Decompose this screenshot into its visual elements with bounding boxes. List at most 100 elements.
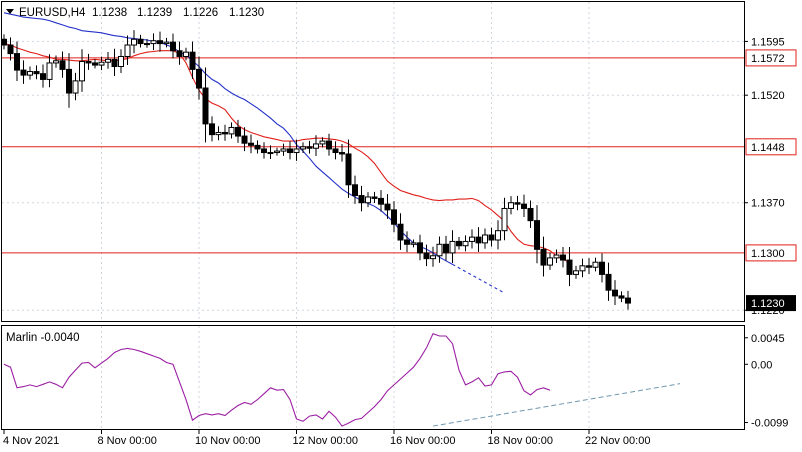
- candle-body: [521, 203, 527, 209]
- candle-body: [293, 148, 300, 154]
- candle-body: [98, 61, 105, 66]
- candle-body: [300, 146, 306, 150]
- candle-body: [7, 44, 14, 55]
- chart-header-open: 1.1238: [92, 7, 127, 19]
- candle-body: [157, 40, 163, 45]
- level-badge: [745, 244, 797, 262]
- candle-body: [46, 62, 53, 80]
- current-price-badge: [746, 295, 796, 312]
- candle-body: [319, 140, 326, 145]
- horizontal-levels: [2, 57, 744, 254]
- candle-body: [287, 148, 293, 154]
- price-tick-label: 1.1520: [751, 90, 785, 102]
- candle-body: [514, 202, 521, 205]
- candle-body: [397, 223, 404, 241]
- time-tick-label: 8 Nov 00:00: [98, 435, 157, 447]
- candle-body: [579, 265, 586, 272]
- candle-body: [92, 62, 98, 66]
- slow_ma-line: [3, 12, 453, 265]
- candle-body: [105, 58, 111, 63]
- oscillator-trendline: [432, 383, 681, 427]
- candle-body: [475, 236, 482, 244]
- candle-body: [449, 240, 456, 254]
- candle-body: [137, 38, 144, 45]
- level-badge-label: 1.1300: [751, 248, 785, 260]
- candle-body: [371, 196, 378, 199]
- candle-body: [14, 53, 20, 71]
- candle-body: [625, 297, 631, 304]
- candle-body: [417, 242, 423, 254]
- candle-body: [1, 38, 7, 46]
- grid-lines: [2, 2, 744, 429]
- candle-body: [183, 51, 189, 57]
- oscillator-title: Marlin -0.0040: [6, 332, 80, 344]
- fast_ma-line: [3, 43, 570, 263]
- candle-body: [345, 153, 352, 186]
- candle-body: [456, 240, 462, 247]
- candle-body: [358, 195, 365, 204]
- candle-body: [540, 248, 547, 266]
- candle-body: [189, 51, 196, 70]
- candle-body: [215, 131, 222, 136]
- candle-body: [228, 126, 235, 135]
- candle-body: [391, 209, 397, 225]
- oscillator-pane[interactable]: [1, 325, 745, 430]
- time-tick-label: 16 Nov 00:00: [390, 435, 455, 447]
- candle-body: [365, 196, 371, 204]
- candle-body: [501, 207, 508, 232]
- slow_ma-projection: [452, 263, 505, 294]
- dropdown-arrow-icon[interactable]: [6, 9, 14, 14]
- marlin-line: [3, 333, 551, 427]
- candle-body: [488, 234, 495, 241]
- time-tick-label: 18 Nov 00:00: [488, 435, 553, 447]
- candle-body: [404, 239, 410, 245]
- candlesticks: [1, 30, 631, 310]
- candle-body: [241, 135, 248, 144]
- candle-body: [339, 152, 345, 155]
- candle-body: [605, 273, 612, 291]
- candle-body: [209, 123, 215, 136]
- candle-body: [261, 148, 267, 154]
- candle-body: [384, 203, 391, 211]
- candle-body: [306, 146, 313, 149]
- candle-body: [118, 55, 124, 68]
- level-badge: [745, 138, 797, 156]
- chart-header-high: 1.1239: [137, 7, 172, 19]
- candle-body: [612, 289, 618, 297]
- candle-body: [40, 73, 46, 80]
- candle-body: [599, 261, 605, 275]
- osc-tick-label: 0.00: [751, 359, 772, 371]
- candle-body: [235, 126, 241, 137]
- candle-body: [592, 261, 599, 268]
- marlin-oscillator: [3, 333, 681, 427]
- level-badge-label: 1.1448: [751, 142, 785, 154]
- candle-body: [352, 184, 358, 197]
- candle-body: [313, 143, 319, 149]
- candle-body: [254, 144, 261, 150]
- candle-body: [280, 148, 287, 152]
- candle-body: [534, 220, 540, 250]
- candle-body: [410, 242, 417, 245]
- candle-body: [495, 230, 501, 241]
- moving-averages: [3, 12, 570, 294]
- candle-body: [573, 270, 579, 275]
- time-tick-label: 12 Nov 00:00: [293, 435, 358, 447]
- chart-header-symbol: EURUSD,H4: [19, 7, 86, 19]
- price-tick-label: 1.1370: [751, 198, 785, 210]
- candle-body: [59, 60, 66, 70]
- chart-header-close: 1.1230: [229, 7, 264, 19]
- time-axis: 4 Nov 2021 8 Nov 00:00 10 Nov 00:00 12 Nov …: [3, 430, 650, 447]
- candle-body: [326, 140, 332, 150]
- price-axis: 1.15951.15201.13701.12201.15721.14481.13…: [744, 36, 797, 430]
- candle-body: [248, 142, 254, 146]
- candle-body: [111, 58, 118, 68]
- time-tick-label: 22 Nov 00:00: [585, 435, 650, 447]
- time-tick-label: 4 Nov 2021: [3, 435, 59, 447]
- candle-body: [66, 68, 72, 94]
- candle-body: [222, 131, 228, 135]
- candle-body: [423, 252, 430, 260]
- candle-body: [27, 71, 33, 76]
- candle-body: [586, 265, 592, 268]
- level-badge: [745, 49, 797, 67]
